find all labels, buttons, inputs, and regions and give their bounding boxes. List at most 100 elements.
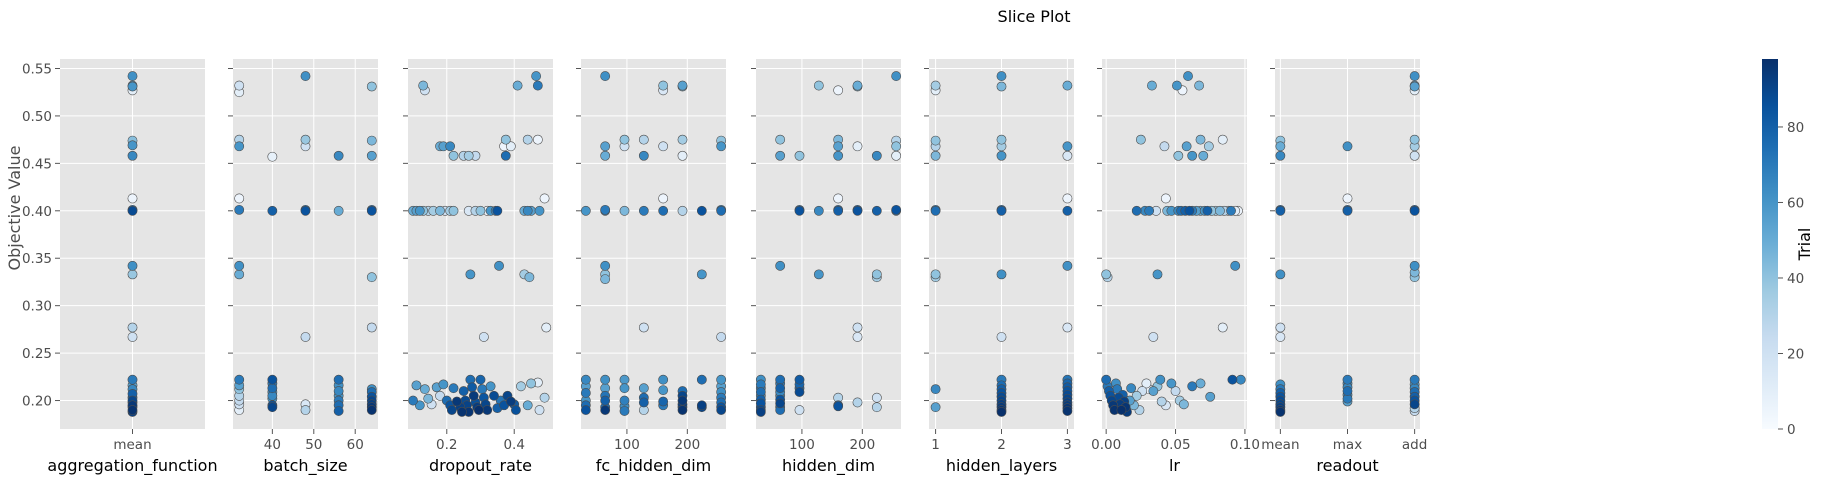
panel-background xyxy=(1102,59,1247,429)
data-point xyxy=(1198,150,1209,161)
data-point xyxy=(833,150,844,161)
subplot-dropout_rate: 0.2 0.4 dropout_rate xyxy=(403,59,553,476)
panel-background xyxy=(581,59,726,429)
x-axis-label: batch_size xyxy=(263,456,347,476)
y-tick-label: 0.40 xyxy=(22,204,52,220)
data-point xyxy=(522,134,533,145)
data-point xyxy=(775,383,786,394)
subplot-lr: 0.00 0.05 0.10 lr xyxy=(1091,59,1260,475)
data-point xyxy=(813,205,824,216)
data-point xyxy=(813,269,824,280)
data-point xyxy=(1181,141,1192,152)
x-tick-label: 3 xyxy=(1063,437,1072,453)
data-point xyxy=(1166,378,1177,389)
data-point xyxy=(505,141,516,152)
colorbar-ticks: 0 20 40 60 80 xyxy=(1778,120,1804,438)
x-tick-label: 60 xyxy=(347,437,364,453)
data-point xyxy=(1183,71,1193,81)
data-point xyxy=(366,205,377,216)
data-point xyxy=(1275,407,1286,417)
data-point xyxy=(366,322,377,333)
data-point xyxy=(658,80,669,91)
data-point xyxy=(458,386,469,396)
data-point xyxy=(234,141,245,152)
data-point xyxy=(1160,193,1171,204)
data-point xyxy=(852,332,863,342)
x-axis-label: fc_hidden_dim xyxy=(596,456,712,476)
data-point xyxy=(930,384,941,395)
data-point xyxy=(1275,269,1286,280)
data-point xyxy=(1409,81,1420,92)
data-point xyxy=(638,205,649,216)
data-point xyxy=(414,205,425,216)
data-point xyxy=(300,205,311,216)
data-point xyxy=(677,150,688,161)
data-point xyxy=(127,150,138,161)
colorbar-tick-label: 20 xyxy=(1787,346,1804,362)
colorbar-tick-label: 60 xyxy=(1787,195,1804,211)
data-point xyxy=(482,405,493,415)
data-point xyxy=(871,205,882,216)
data-point xyxy=(1342,374,1353,385)
data-point xyxy=(677,205,688,216)
data-point xyxy=(468,390,479,401)
data-point xyxy=(1409,71,1420,81)
data-point xyxy=(833,193,844,204)
data-point xyxy=(833,85,844,96)
data-point xyxy=(500,150,511,161)
x-axis-label: aggregation_function xyxy=(47,456,217,476)
data-point xyxy=(127,322,138,333)
subplot-panels: 0.20 0.25 0.30 0.35 0.40 0.45 0.50 0.55 mean aggr… xyxy=(22,59,1427,476)
data-point xyxy=(1194,80,1205,91)
data-point xyxy=(1195,134,1206,145)
data-point xyxy=(366,272,377,283)
data-point xyxy=(234,204,245,215)
data-point xyxy=(696,205,707,216)
data-point xyxy=(1062,260,1073,271)
data-point xyxy=(423,393,434,404)
data-point xyxy=(1141,378,1152,389)
data-point xyxy=(127,269,138,280)
data-point xyxy=(996,269,1007,280)
data-point xyxy=(127,374,138,385)
y-tick-label: 0.35 xyxy=(22,251,52,267)
data-point xyxy=(930,80,941,91)
data-point xyxy=(852,205,863,216)
data-point xyxy=(477,384,488,395)
data-point xyxy=(1135,134,1146,145)
colorbar-tick-label: 80 xyxy=(1787,120,1804,136)
data-point xyxy=(300,71,311,81)
data-point xyxy=(1409,260,1420,271)
data-point xyxy=(1062,193,1073,204)
data-point xyxy=(930,402,941,413)
x-tick-label: 0.00 xyxy=(1091,437,1121,453)
data-point xyxy=(267,402,278,413)
data-point xyxy=(619,134,630,145)
data-point xyxy=(411,380,422,391)
data-point xyxy=(716,405,727,415)
data-point xyxy=(127,81,138,92)
data-point xyxy=(833,401,844,412)
data-point xyxy=(1409,374,1420,385)
data-point xyxy=(234,260,245,271)
data-point xyxy=(539,392,550,403)
data-point xyxy=(871,402,882,413)
data-point xyxy=(1342,193,1353,204)
data-point xyxy=(1187,381,1198,392)
data-point xyxy=(1148,386,1159,396)
data-point xyxy=(1230,260,1241,271)
data-point xyxy=(475,374,486,385)
panel-background xyxy=(408,59,553,429)
data-point xyxy=(1409,150,1420,161)
data-point xyxy=(677,405,688,415)
data-point xyxy=(1062,141,1073,152)
data-point xyxy=(522,205,533,216)
y-tick-label: 0.25 xyxy=(22,346,52,362)
colorbar-gradient xyxy=(1762,59,1778,429)
data-point xyxy=(677,80,688,91)
data-point xyxy=(1173,150,1184,161)
data-point xyxy=(638,383,649,394)
x-tick-label: 0.05 xyxy=(1161,437,1191,453)
x-axis-label: lr xyxy=(1169,456,1180,475)
x-axis-label: dropout_rate xyxy=(429,456,532,476)
